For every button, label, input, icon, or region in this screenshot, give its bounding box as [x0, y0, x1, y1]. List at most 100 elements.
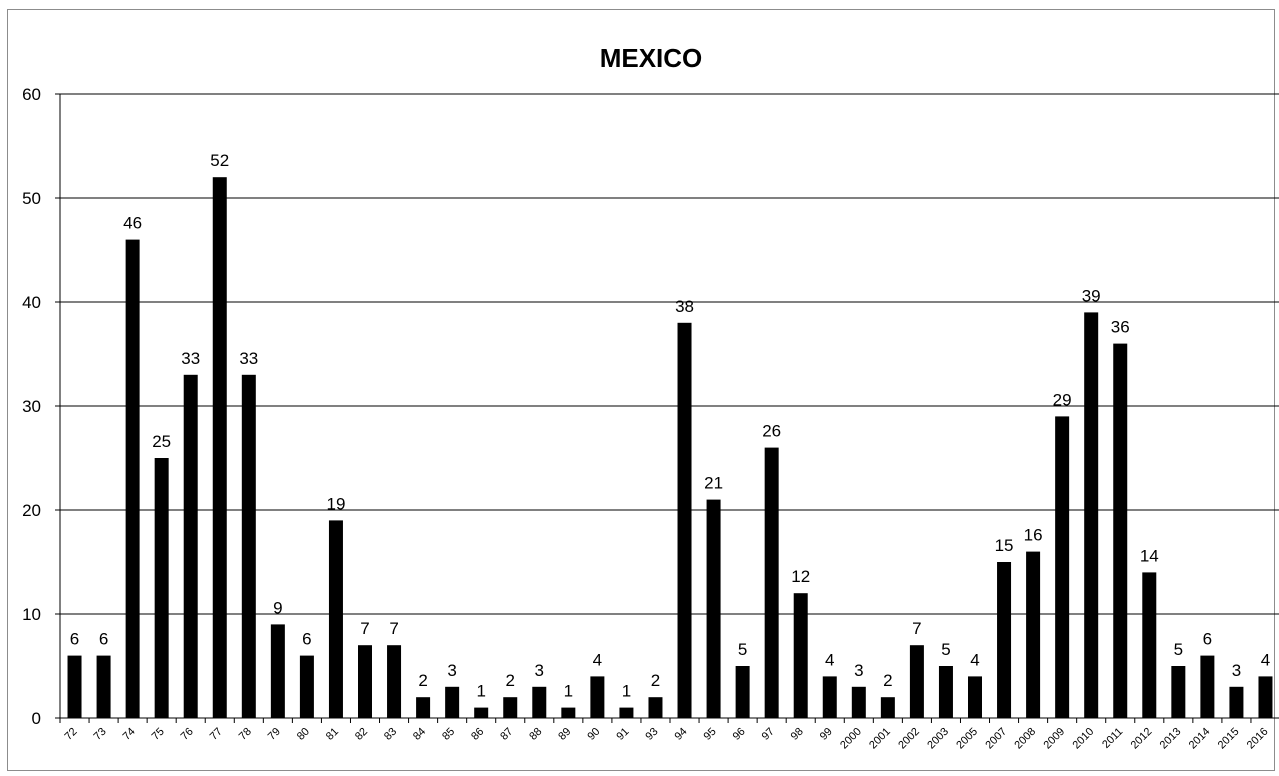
data-label: 19 — [326, 494, 345, 513]
y-tick-label: 30 — [22, 397, 41, 416]
bar — [96, 655, 111, 718]
data-label: 15 — [995, 536, 1014, 555]
bar — [299, 655, 314, 718]
data-label: 14 — [1140, 546, 1159, 565]
x-tick-label: 95 — [702, 726, 719, 743]
bar — [1142, 572, 1157, 718]
data-label: 1 — [564, 682, 573, 701]
data-label: 3 — [854, 661, 863, 680]
bar — [909, 645, 924, 718]
bar — [1258, 676, 1273, 718]
axes — [59, 94, 1279, 719]
x-tick-label: 2005 — [954, 726, 980, 752]
data-label: 38 — [675, 297, 694, 316]
x-tick-label: 2002 — [896, 726, 922, 752]
bar — [880, 697, 895, 718]
bar — [445, 686, 460, 718]
x-tick-label: 79 — [266, 726, 283, 743]
x-tick-label: 2001 — [867, 726, 893, 752]
bar — [474, 707, 489, 718]
x-tick-label: 2003 — [925, 726, 951, 752]
data-label: 36 — [1111, 318, 1130, 337]
bar — [619, 707, 634, 718]
bar — [358, 645, 372, 718]
data-label: 25 — [152, 432, 171, 451]
bar — [212, 177, 227, 718]
y-tick-label: 0 — [32, 709, 41, 728]
data-label: 1 — [476, 682, 485, 701]
x-tick-label: 72 — [62, 726, 79, 743]
bar — [125, 239, 140, 718]
x-tick-label: 96 — [731, 726, 748, 743]
x-tick-label: 2000 — [838, 726, 864, 752]
x-tick-label: 85 — [440, 726, 457, 743]
x-tick-label: 87 — [498, 726, 515, 743]
x-tick-label: 90 — [585, 726, 602, 743]
data-label: 9 — [273, 598, 282, 617]
bar — [851, 686, 866, 718]
data-label: 39 — [1082, 286, 1101, 305]
x-tick-label: 82 — [353, 726, 370, 743]
x-tick-label: 80 — [295, 726, 312, 743]
x-tick-label: 2010 — [1071, 726, 1097, 752]
data-label: 21 — [704, 474, 723, 493]
bar — [67, 655, 82, 718]
data-label: 6 — [99, 630, 108, 649]
data-label: 2 — [418, 671, 427, 690]
bar — [968, 676, 982, 718]
x-tick-label: 98 — [789, 726, 806, 743]
data-label: 26 — [762, 422, 781, 441]
x-axis-ticks: 72 73 74 75 76 77 78 79 80 81 82 83 84 85 86 87 88 89 90 91… — [59, 718, 1271, 752]
bar — [241, 374, 256, 718]
data-label: 3 — [1232, 661, 1241, 680]
data-label: 33 — [239, 349, 258, 368]
bar — [648, 697, 663, 718]
data-label: 7 — [912, 619, 921, 638]
x-tick-label: 99 — [818, 726, 835, 743]
bar — [416, 697, 431, 718]
x-tick-label: 2015 — [1216, 726, 1242, 752]
bar — [270, 624, 285, 718]
x-tick-label: 97 — [760, 726, 777, 743]
bar — [997, 562, 1012, 718]
x-tick-label: 94 — [672, 726, 689, 743]
x-tick-label: 2011 — [1100, 726, 1125, 751]
bar — [183, 374, 198, 718]
data-label: 2 — [651, 671, 660, 690]
bar — [532, 686, 547, 718]
x-tick-label: 84 — [411, 726, 428, 743]
gridlines — [60, 93, 1279, 615]
x-tick-label: 93 — [643, 726, 660, 743]
bar — [822, 676, 837, 718]
bar — [561, 707, 576, 718]
data-label: 16 — [1024, 526, 1043, 545]
data-label: 5 — [738, 640, 747, 659]
bar — [764, 447, 779, 718]
data-label: 4 — [825, 650, 834, 669]
data-label: 2 — [506, 671, 515, 690]
x-tick-label: 83 — [382, 726, 399, 743]
chart-title: MEXICO — [600, 43, 703, 73]
bar — [1171, 666, 1186, 718]
data-label: 3 — [447, 661, 456, 680]
bar — [1200, 655, 1215, 718]
bar — [328, 520, 343, 718]
y-tick-label: 20 — [22, 501, 41, 520]
x-tick-label: 2013 — [1158, 726, 1184, 752]
x-tick-label: 2012 — [1129, 726, 1155, 752]
y-tick-label: 50 — [22, 189, 41, 208]
data-label: 6 — [1203, 630, 1212, 649]
data-label: 2 — [883, 671, 892, 690]
y-tick-label: 40 — [22, 293, 41, 312]
x-tick-label: 91 — [614, 726, 631, 743]
bar — [154, 458, 169, 718]
data-label: 46 — [123, 214, 142, 233]
data-label: 6 — [302, 630, 311, 649]
data-label: 52 — [210, 151, 229, 170]
bar — [1229, 686, 1244, 718]
data-label: 29 — [1053, 390, 1072, 409]
data-label: 5 — [941, 640, 950, 659]
x-tick-label: 78 — [237, 726, 254, 743]
